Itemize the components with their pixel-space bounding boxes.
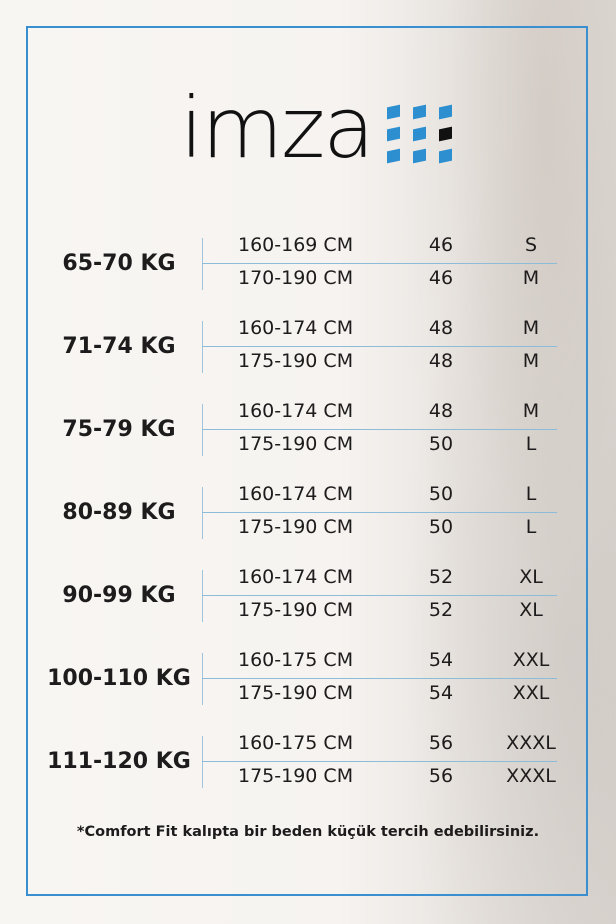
logo-text: imza	[180, 79, 375, 177]
height-range: 175-190 CM	[238, 599, 354, 621]
size-group: 65-70 KG 160-169 CM 46 S 170-190 CM 46 M	[0, 234, 616, 300]
size-number: 52	[428, 566, 454, 588]
height-range: 160-174 CM	[238, 317, 354, 339]
height-range: 175-190 CM	[238, 433, 354, 455]
divider	[202, 346, 557, 347]
table-row: 160-174 CM 52 XL	[0, 566, 616, 592]
weight-range: 80-89 KG	[62, 500, 176, 525]
size-group: 75-79 KG 160-174 CM 48 M 175-190 CM 50 L	[0, 400, 616, 466]
table-row: 175-190 CM 52 XL	[0, 599, 616, 625]
divider	[202, 429, 557, 430]
size-letter: M	[522, 317, 540, 339]
size-number: 54	[428, 682, 454, 704]
height-range: 160-174 CM	[238, 483, 354, 505]
height-range: 175-190 CM	[238, 350, 354, 372]
divider	[202, 653, 203, 705]
size-number: 50	[428, 433, 454, 455]
table-row: 160-175 CM 54 XXL	[0, 649, 616, 675]
size-letter: XXXL	[506, 765, 556, 787]
size-number: 56	[428, 732, 454, 754]
size-number: 50	[428, 483, 454, 505]
size-group: 111-120 KG 160-175 CM 56 XXXL 175-190 CM…	[0, 732, 616, 798]
divider	[202, 736, 203, 788]
size-letter: XXL	[512, 682, 550, 704]
weight-range: 90-99 KG	[62, 583, 176, 608]
divider	[202, 487, 203, 539]
table-row: 175-190 CM 56 XXXL	[0, 765, 616, 791]
table-row: 175-190 CM 54 XXL	[0, 682, 616, 708]
weight-range: 111-120 KG	[47, 749, 191, 774]
size-number: 54	[428, 649, 454, 671]
height-range: 175-190 CM	[238, 682, 354, 704]
weight-range: 75-79 KG	[62, 417, 176, 442]
size-number: 48	[428, 350, 454, 372]
size-number: 56	[428, 765, 454, 787]
frame-border	[26, 26, 588, 896]
logo-squares-icon	[386, 104, 452, 164]
size-letter: XXXL	[506, 732, 556, 754]
weight-range: 100-110 KG	[47, 666, 191, 691]
height-range: 160-175 CM	[238, 732, 354, 754]
weight-range: 65-70 KG	[62, 251, 176, 276]
size-letter: M	[522, 267, 540, 289]
size-number: 48	[428, 400, 454, 422]
height-range: 170-190 CM	[238, 267, 354, 289]
size-letter: XL	[519, 599, 543, 621]
divider	[202, 238, 203, 290]
size-group: 90-99 KG 160-174 CM 52 XL 175-190 CM 52 …	[0, 566, 616, 632]
height-range: 160-175 CM	[238, 649, 354, 671]
height-range: 160-174 CM	[238, 566, 354, 588]
table-row: 160-174 CM 48 M	[0, 400, 616, 426]
size-group: 80-89 KG 160-174 CM 50 L 175-190 CM 50 L	[0, 483, 616, 549]
size-number: 52	[428, 599, 454, 621]
size-letter: L	[525, 483, 537, 505]
size-letter: M	[522, 400, 540, 422]
size-number: 46	[428, 267, 454, 289]
divider	[202, 570, 203, 622]
height-range: 160-174 CM	[238, 400, 354, 422]
weight-range: 71-74 KG	[62, 334, 176, 359]
size-letter: L	[525, 433, 537, 455]
height-range: 175-190 CM	[238, 765, 354, 787]
divider	[202, 512, 557, 513]
size-number: 46	[428, 234, 454, 256]
table-row: 160-169 CM 46 S	[0, 234, 616, 260]
size-letter: M	[522, 350, 540, 372]
divider	[202, 678, 557, 679]
table-row: 160-174 CM 48 M	[0, 317, 616, 343]
height-range: 175-190 CM	[238, 516, 354, 538]
table-row: 175-190 CM 50 L	[0, 433, 616, 459]
brand-logo: imza	[180, 79, 452, 177]
table-row: 170-190 CM 46 M	[0, 267, 616, 293]
table-row: 175-190 CM 50 L	[0, 516, 616, 542]
size-letter: XXL	[512, 649, 550, 671]
table-row: 160-174 CM 50 L	[0, 483, 616, 509]
table-row: 160-175 CM 56 XXXL	[0, 732, 616, 758]
size-group: 100-110 KG 160-175 CM 54 XXL 175-190 CM …	[0, 649, 616, 715]
divider	[202, 321, 203, 373]
divider	[202, 595, 557, 596]
size-group: 71-74 KG 160-174 CM 48 M 175-190 CM 48 M	[0, 317, 616, 383]
divider	[202, 761, 557, 762]
divider	[202, 263, 557, 264]
footnote: *Comfort Fit kalıpta bir beden küçük ter…	[76, 824, 540, 840]
size-letter: S	[524, 234, 538, 256]
size-letter: L	[525, 516, 537, 538]
height-range: 160-169 CM	[238, 234, 354, 256]
size-number: 48	[428, 317, 454, 339]
size-number: 50	[428, 516, 454, 538]
divider	[202, 404, 203, 456]
size-letter: XL	[519, 566, 543, 588]
table-row: 175-190 CM 48 M	[0, 350, 616, 376]
